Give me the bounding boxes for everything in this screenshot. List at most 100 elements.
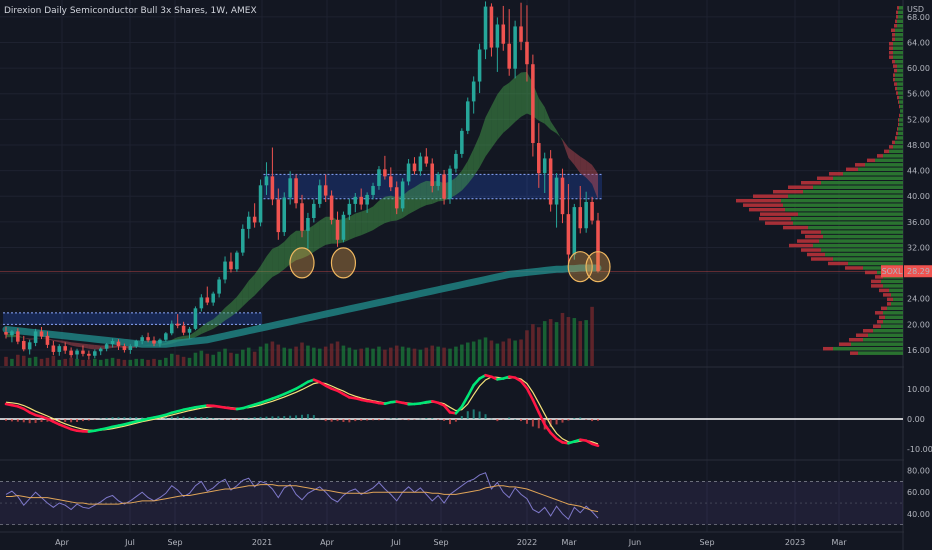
candle-52 [312, 203, 316, 218]
volume-bar-33 [199, 350, 204, 366]
volume-bar-13 [81, 359, 85, 366]
profile-down-41 [846, 167, 858, 172]
volume-bar-43 [258, 346, 263, 366]
osc-tick-0: 10.00 [907, 385, 930, 394]
profile-up-36 [803, 189, 903, 194]
volume-bar-10 [63, 358, 67, 366]
candle-88 [525, 41, 529, 65]
highlight-circle-3 [585, 251, 611, 283]
volume-bar-63 [377, 346, 381, 366]
volume-bar-15 [93, 358, 97, 366]
volume-bar-56 [335, 341, 340, 366]
osc-hist-30 [182, 416, 185, 419]
candle-6 [39, 331, 44, 337]
volume-bar-39 [235, 353, 239, 366]
volume-bar-69 [412, 348, 417, 366]
osc-hist-87 [520, 419, 523, 422]
volume-bar-97 [578, 321, 583, 366]
osc-main-seg-88 [525, 387, 535, 402]
volume-bar-40 [241, 349, 245, 366]
profile-up-16 [881, 279, 903, 284]
profile-down-51 [898, 122, 899, 127]
profile-up-13 [891, 293, 903, 297]
profile-down-12 [887, 297, 893, 302]
ribbon-seg-92 [550, 121, 557, 134]
ribbon-seg-49 [296, 230, 302, 261]
candle-9 [57, 346, 62, 352]
profile-down-31 [760, 212, 798, 216]
candle-25 [152, 340, 156, 344]
volume-bar-73 [436, 346, 440, 366]
rsi-tick-0: 80.00 [907, 467, 930, 476]
time-tick-11: 2023 [785, 538, 805, 547]
profile-down-60 [894, 82, 897, 86]
profile-up-11 [891, 302, 903, 306]
osc-hist-44 [265, 416, 268, 419]
ribbon-seg-36 [219, 307, 226, 325]
price-tick-8: 48.00 [907, 141, 930, 150]
candle-74 [442, 174, 446, 199]
osc-hist-59 [354, 419, 357, 422]
candle-23 [140, 337, 144, 342]
time-tick-5: Jul [390, 538, 401, 547]
profile-down-42 [855, 163, 865, 167]
time-tick-7: 2022 [517, 538, 537, 547]
profile-up-59 [897, 86, 903, 91]
profile-up-43 [875, 158, 903, 163]
profile-up-7 [883, 320, 903, 324]
osc-hist-46 [277, 416, 280, 419]
time-tick-2: Sep [167, 538, 182, 547]
osc-hist-56 [336, 419, 339, 422]
volume-bar-54 [323, 346, 328, 366]
osc-hist-37 [224, 419, 227, 420]
candle-76 [454, 153, 458, 169]
long-ma-line [2, 264, 602, 348]
profile-up-54 [900, 109, 903, 113]
candle-27 [164, 333, 168, 340]
osc-hist-39 [235, 419, 238, 420]
volume-bar-61 [365, 347, 369, 366]
candle-63 [377, 169, 381, 186]
candle-72 [430, 163, 435, 186]
profile-down-23 [801, 248, 821, 252]
profile-down-75 [896, 15, 898, 19]
osc-hist-17 [105, 417, 108, 419]
profile-up-68 [893, 46, 903, 50]
osc-hist-67 [401, 419, 404, 420]
ribbon-seg-38 [230, 296, 237, 317]
ribbon-seg-79 [473, 135, 480, 177]
profile-down-71 [892, 33, 895, 37]
profile-down-25 [797, 239, 819, 243]
candle-4 [27, 342, 32, 350]
candle-18 [110, 341, 115, 345]
ribbon-seg-53 [319, 216, 326, 249]
volume-bar-20 [122, 359, 127, 366]
volume-bar-12 [75, 358, 79, 366]
osc-hist-77 [460, 416, 463, 419]
ribbon-seg-84 [503, 82, 510, 133]
ribbon-seg-81 [485, 105, 492, 157]
candle-56 [335, 219, 340, 240]
candle-1 [10, 331, 14, 336]
highlight-circle-1 [330, 247, 357, 279]
price-tick-4: 32.00 [907, 243, 930, 252]
profile-up-77 [899, 6, 903, 10]
osc-hist-15 [93, 419, 96, 420]
osc-hist-52 [312, 415, 315, 419]
ribbon-seg-35 [213, 314, 220, 329]
profile-down-36 [773, 189, 803, 194]
profile-down-0 [850, 351, 858, 355]
ribbon-seg-34 [207, 319, 214, 332]
candles[interactable] [4, 1, 600, 360]
candle-60 [359, 196, 363, 205]
profile-down-70 [892, 37, 895, 41]
profile-up-70 [895, 37, 903, 41]
volume-bar-28 [169, 353, 174, 366]
profile-up-30 [791, 216, 903, 221]
osc-hist-61 [366, 419, 369, 421]
ribbon-seg-69 [414, 183, 421, 211]
profile-up-2 [851, 342, 903, 346]
candle-28 [169, 323, 174, 334]
candle-41 [246, 216, 251, 229]
